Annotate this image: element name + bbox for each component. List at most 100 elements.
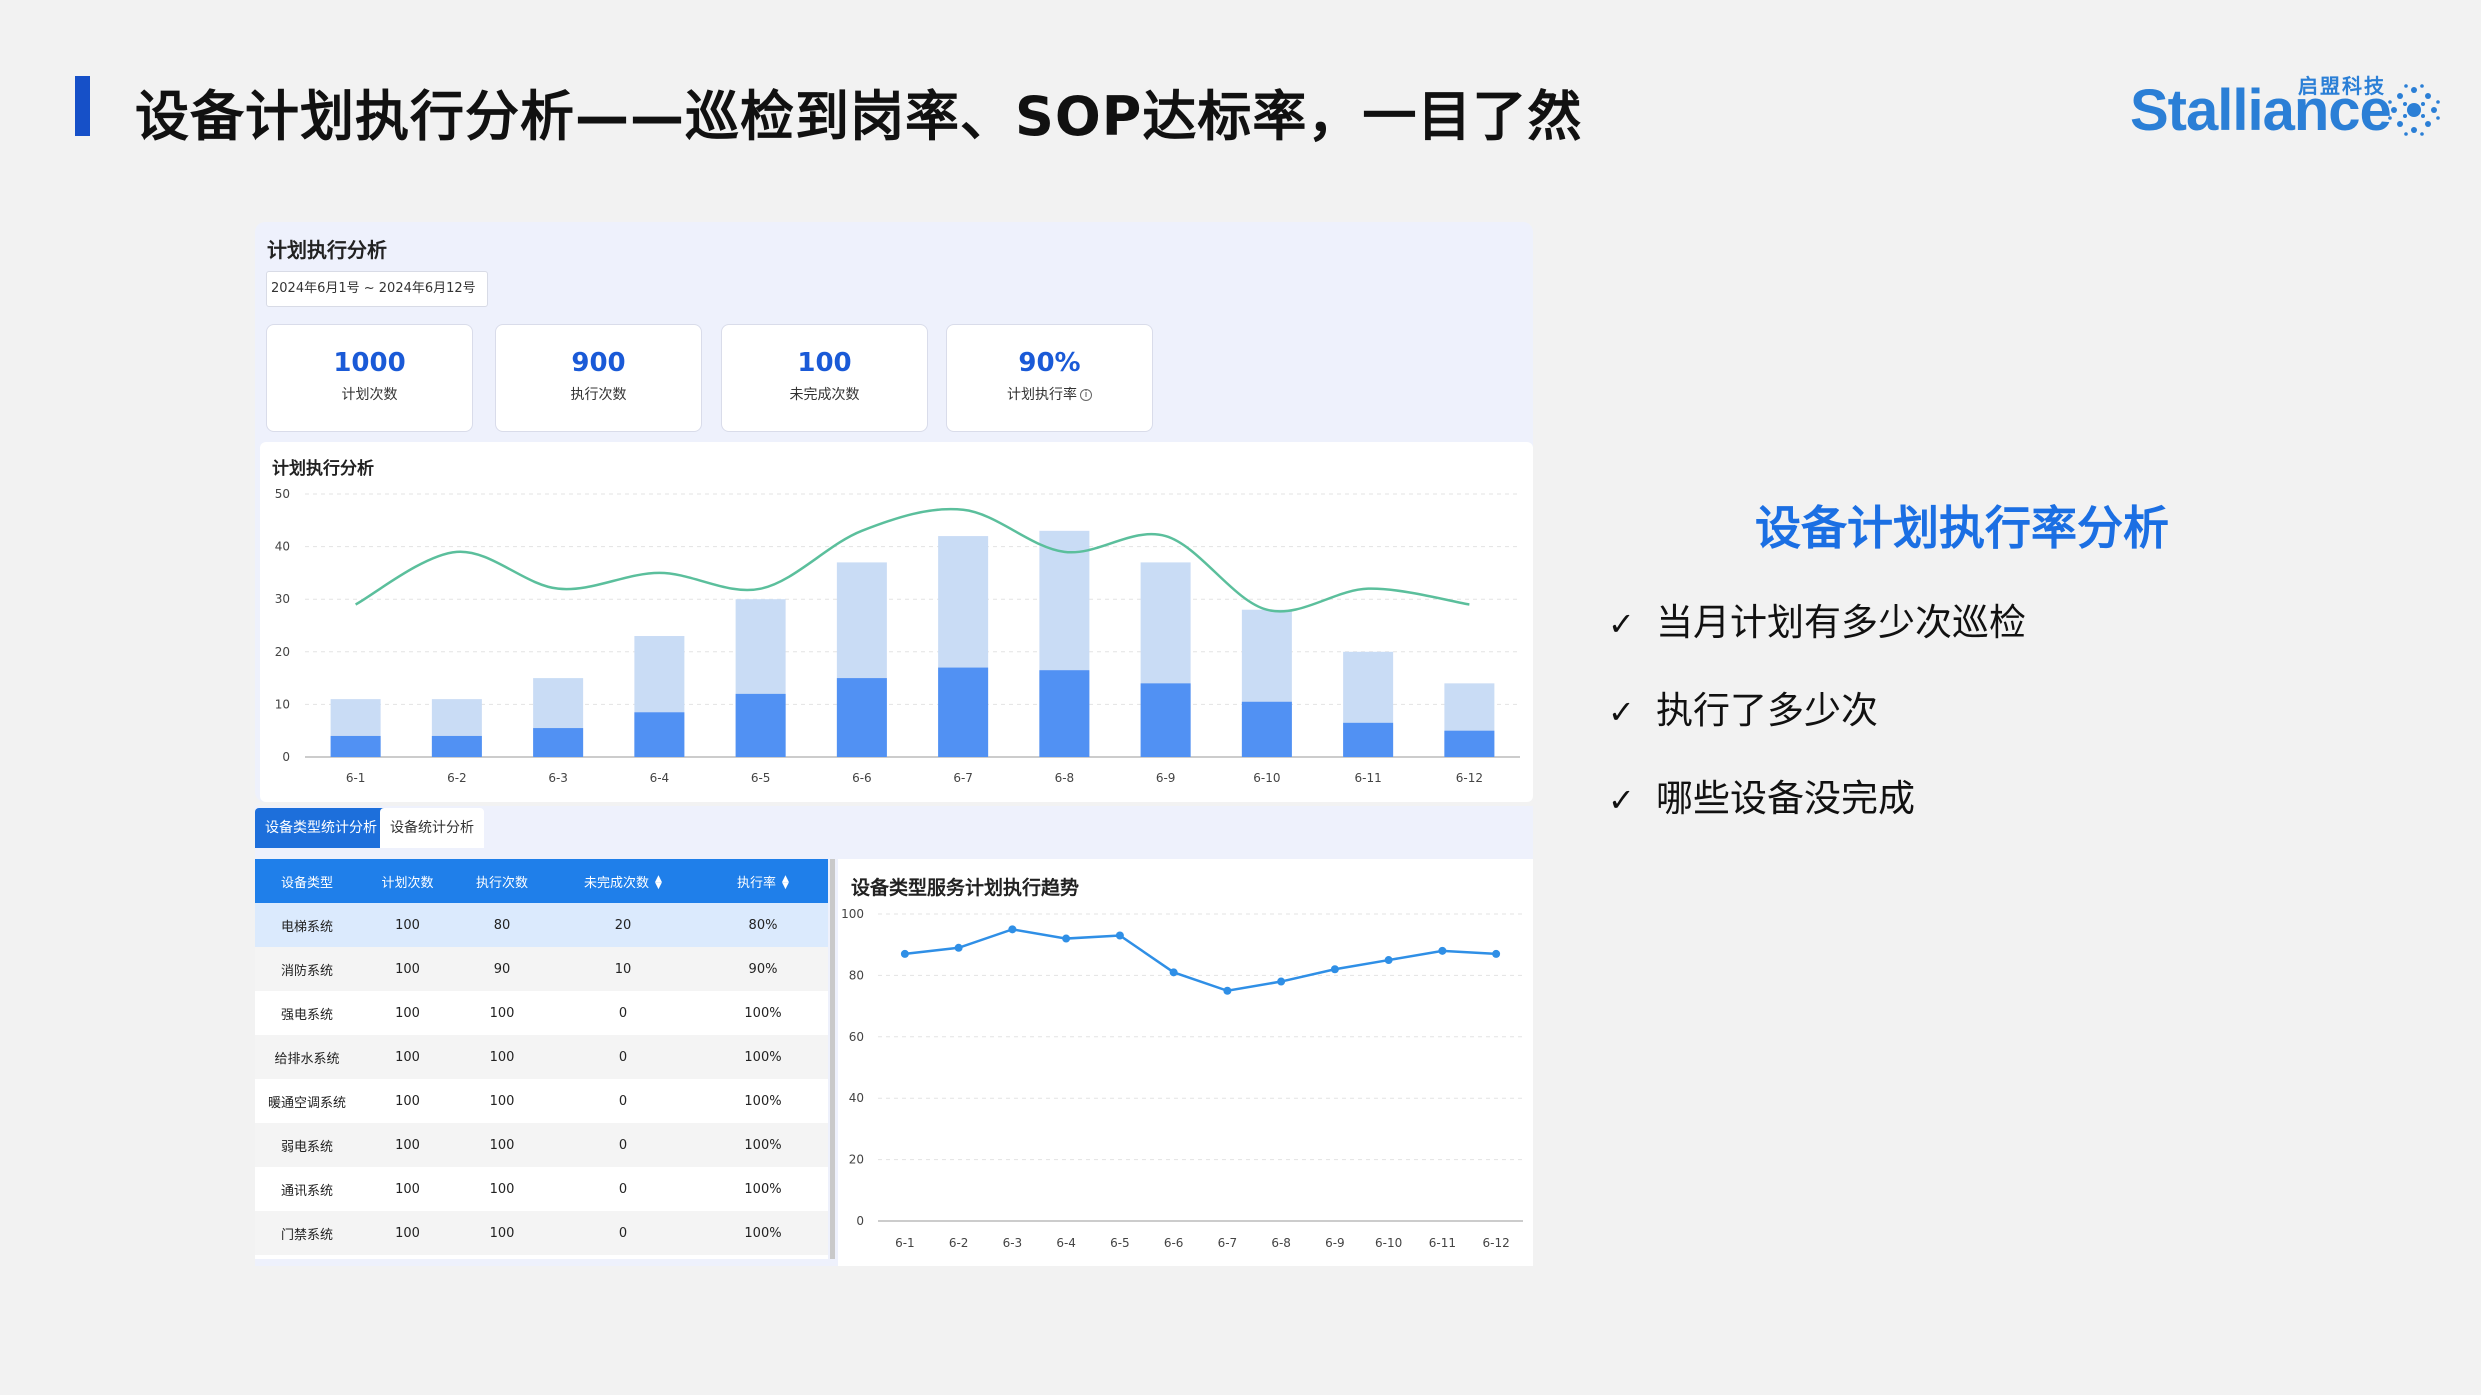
check-icon: ✓ bbox=[1608, 693, 1635, 731]
cell-planned: 100 bbox=[395, 1225, 420, 1241]
check-icon: ✓ bbox=[1608, 781, 1635, 819]
sort-icon[interactable]: ▲ ▼ bbox=[782, 874, 789, 891]
cell-unfinished: 10 bbox=[614, 961, 632, 977]
side-heading: 设备计划执行率分析 bbox=[1755, 501, 2169, 555]
y-tick-label: 60 bbox=[849, 1030, 864, 1044]
cell-planned: 100 bbox=[395, 1005, 420, 1021]
cell-executed: 100 bbox=[489, 1137, 515, 1153]
table-row[interactable]: 强电系统 100 100 0 100% bbox=[255, 991, 828, 1035]
cell-rate: 80% bbox=[748, 917, 778, 933]
cell-type: 弱电系统 bbox=[280, 1139, 333, 1155]
bullet-text: 当月计划有多少次巡检 bbox=[1656, 601, 2026, 644]
panel-title: 计划执行分析 bbox=[267, 238, 387, 262]
x-tick-label: 6-5 bbox=[751, 771, 771, 785]
x-tick-label: 6-11 bbox=[1429, 1236, 1456, 1250]
plan-execution-panel: 计划执行分析 2024年6月1号 ~ 2024年6月12号 1000 计划次数 … bbox=[255, 222, 1533, 802]
data-point bbox=[1384, 956, 1393, 965]
logo-cn-text: 启盟科技 bbox=[2298, 74, 2386, 98]
data-point bbox=[1169, 968, 1178, 977]
bar-executed bbox=[735, 693, 786, 757]
stat-value: 1000 bbox=[333, 348, 406, 378]
cell-type: 消防系统 bbox=[280, 963, 333, 979]
cell-executed: 100 bbox=[489, 1225, 515, 1241]
cell-executed: 90 bbox=[493, 961, 511, 977]
x-tick-label: 6-7 bbox=[953, 771, 973, 785]
bar-executed bbox=[1140, 683, 1191, 757]
series-line bbox=[904, 928, 1497, 993]
table-row[interactable]: 门禁系统 100 100 0 100% bbox=[255, 1211, 828, 1255]
table-row[interactable]: 消防系统 100 90 10 90% bbox=[255, 947, 828, 991]
cell-rate: 100% bbox=[744, 1181, 782, 1197]
cell-type: 门禁系统 bbox=[280, 1227, 333, 1243]
cell-type: 暖通空调系统 bbox=[267, 1095, 346, 1111]
x-tick-label: 6-5 bbox=[1110, 1236, 1130, 1250]
y-tick-label: 10 bbox=[275, 697, 290, 711]
title-accent-bar bbox=[75, 76, 90, 136]
cell-unfinished: 0 bbox=[618, 1225, 628, 1241]
table-row[interactable]: 通讯系统 100 100 0 100% bbox=[255, 1167, 828, 1211]
y-tick-label: 40 bbox=[275, 540, 290, 554]
bar-executed bbox=[1343, 722, 1394, 757]
company-logo: Stalliance 启盟科技 bbox=[2130, 74, 2440, 146]
y-tick-label: 30 bbox=[275, 592, 290, 606]
stat-label-text: 计划执行率 bbox=[1007, 387, 1077, 403]
bar-executed bbox=[938, 667, 989, 757]
tab-equipment-type-stats[interactable]: 设备类型统计分析 bbox=[255, 808, 387, 848]
cell-executed: 100 bbox=[489, 1005, 515, 1021]
cell-type: 强电系统 bbox=[280, 1007, 333, 1023]
stat-card-unfinished: 100 未完成次数 bbox=[721, 324, 928, 432]
info-icon[interactable]: i bbox=[1080, 389, 1092, 401]
table-row[interactable]: 暖通空调系统 100 100 0 100% bbox=[255, 1079, 828, 1123]
bullet-text: 执行了多少次 bbox=[1656, 689, 1878, 732]
x-tick-label: 6-4 bbox=[1056, 1236, 1076, 1250]
col-header-unfinished[interactable]: 未完成次数 ▲ ▼ bbox=[548, 859, 698, 903]
data-point bbox=[1492, 949, 1501, 958]
x-tick-label: 6-9 bbox=[1325, 1236, 1345, 1250]
col-header-planned: 计划次数 bbox=[381, 875, 434, 891]
y-tick-label: 20 bbox=[849, 1153, 864, 1167]
tab-equipment-stats[interactable]: 设备统计分析 bbox=[380, 808, 484, 848]
cell-executed: 80 bbox=[493, 917, 511, 933]
bar-executed bbox=[1241, 701, 1292, 757]
x-tick-label: 6-10 bbox=[1253, 771, 1280, 785]
table-header-row: 设备类型 计划次数 执行次数 未完成次数 ▲ ▼ 执行率 ▲ ▼ bbox=[255, 859, 828, 903]
cell-planned: 100 bbox=[395, 961, 420, 977]
stat-card-planned: 1000 计划次数 bbox=[266, 324, 473, 432]
cell-rate: 100% bbox=[744, 1225, 782, 1241]
table-row[interactable]: 弱电系统 100 100 0 100% bbox=[255, 1123, 828, 1167]
stat-value: 900 bbox=[571, 348, 626, 378]
cell-type: 电梯系统 bbox=[280, 919, 333, 935]
col-header-unfinished-label: 未完成次数 bbox=[584, 875, 650, 891]
check-icon: ✓ bbox=[1608, 605, 1635, 643]
bar-executed bbox=[533, 728, 584, 757]
equipment-type-panel: 设备类型统计分析 设备统计分析 设备类型 计划次数 执行次数 未完成次数 ▲ ▼ 执… bbox=[255, 806, 1533, 1266]
table-row[interactable]: 电梯系统 100 80 20 80% bbox=[255, 903, 828, 947]
date-range-picker[interactable]: 2024年6月1号 ~ 2024年6月12号 bbox=[266, 271, 488, 307]
col-header-type: 设备类型 bbox=[280, 875, 333, 891]
stat-label: 未完成次数 bbox=[789, 387, 860, 403]
x-tick-label: 6-10 bbox=[1375, 1236, 1402, 1250]
x-tick-label: 6-1 bbox=[346, 771, 366, 785]
series-line bbox=[355, 507, 1470, 613]
x-tick-label: 6-2 bbox=[447, 771, 467, 785]
bullet-text: 哪些设备没完成 bbox=[1656, 777, 1915, 820]
x-tick-label: 6-7 bbox=[1218, 1236, 1238, 1250]
stat-label: 计划次数 bbox=[341, 387, 398, 403]
cell-planned: 100 bbox=[395, 1181, 420, 1197]
x-tick-label: 6-2 bbox=[949, 1236, 969, 1250]
stat-label: 执行次数 bbox=[570, 387, 627, 403]
stat-value: 90% bbox=[1018, 348, 1081, 378]
table-scrollbar[interactable] bbox=[830, 859, 835, 1259]
y-tick-label: 80 bbox=[849, 968, 864, 982]
sort-icon[interactable]: ▲ ▼ bbox=[655, 874, 662, 891]
x-tick-label: 6-12 bbox=[1456, 771, 1483, 785]
data-point bbox=[1438, 946, 1447, 955]
cell-planned: 100 bbox=[395, 1137, 420, 1153]
table-row[interactable]: 给排水系统 100 100 0 100% bbox=[255, 1035, 828, 1079]
stat-card-executed: 900 执行次数 bbox=[495, 324, 702, 432]
bar-chart-title: 计划执行分析 bbox=[272, 459, 374, 479]
col-header-rate[interactable]: 执行率 ▲ ▼ bbox=[698, 859, 828, 903]
bar-executed bbox=[634, 712, 685, 757]
y-tick-label: 100 bbox=[841, 907, 864, 921]
stat-card-execution-rate: 90% 计划执行率 i bbox=[946, 324, 1153, 432]
